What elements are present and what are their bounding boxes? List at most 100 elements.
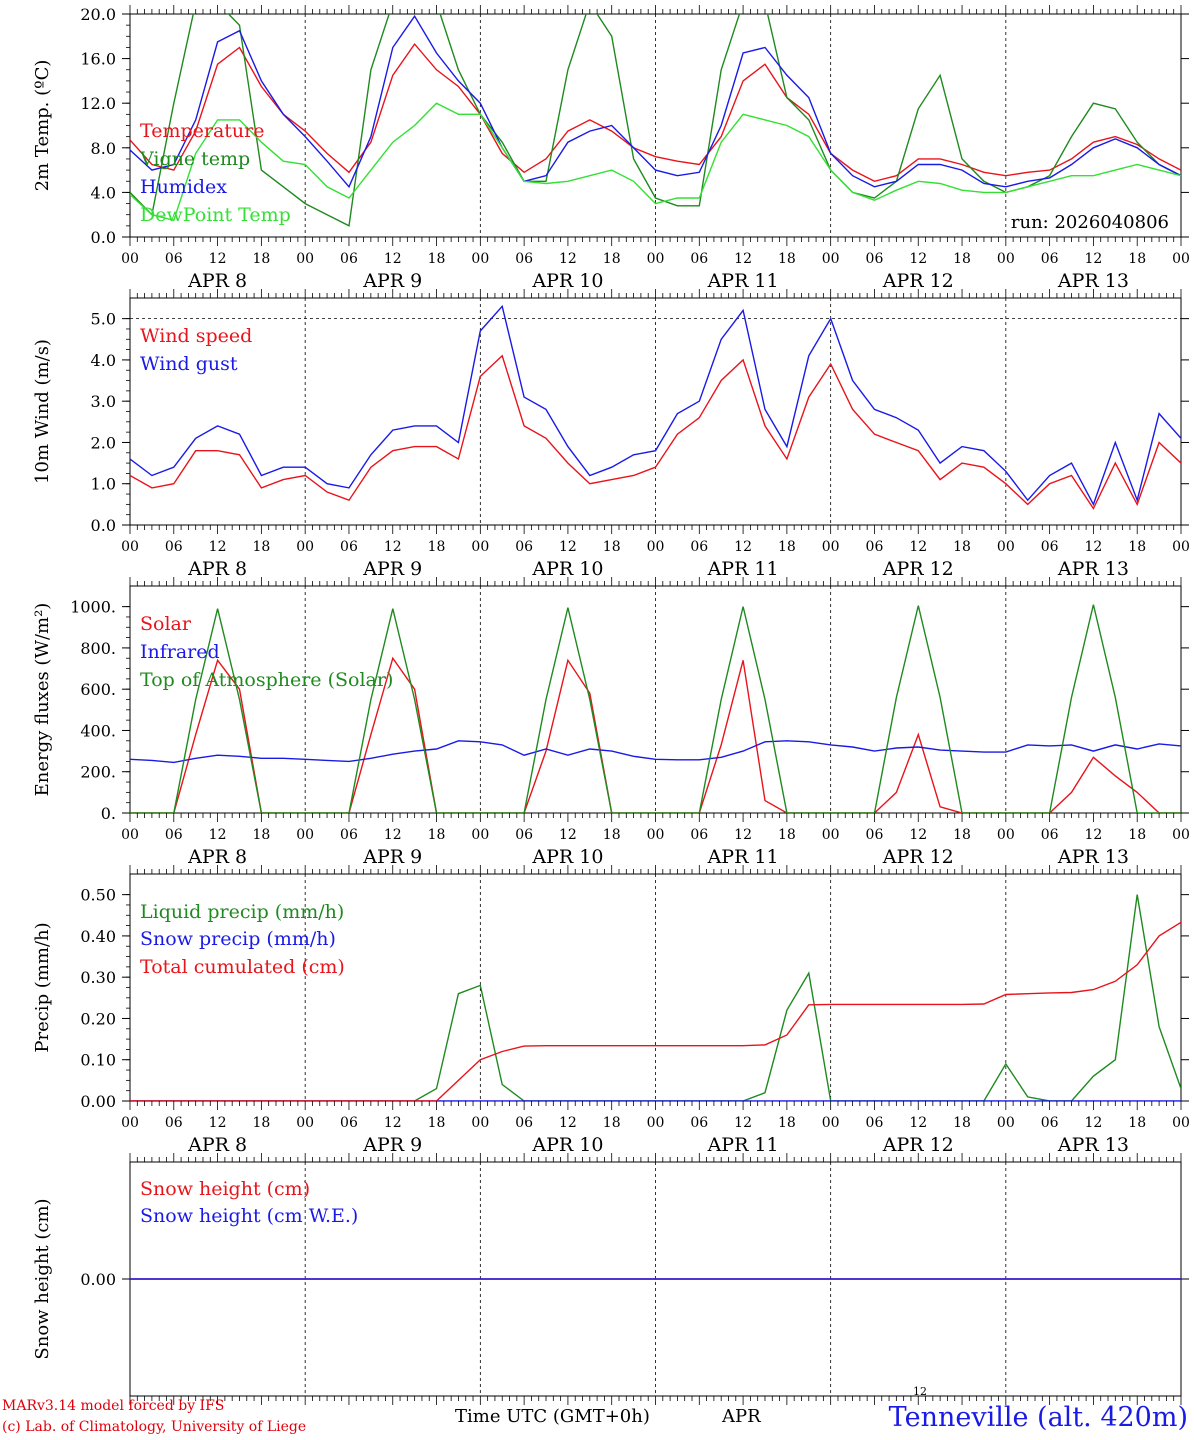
x-day-label: APR 11: [707, 270, 779, 292]
legend-entry: Vigne temp: [139, 148, 250, 170]
x-day-label: APR 11: [707, 1134, 779, 1156]
x-day-label: APR 12: [882, 1134, 954, 1156]
model-credit-line1: MARv3.14 model forced by IFS: [2, 1398, 225, 1414]
legend-entry: Snow height (cm): [140, 1178, 310, 1200]
x-hour-label: 18: [1128, 539, 1146, 555]
y-tick-label: 1000.: [70, 598, 116, 617]
series-line-temperature: [130, 42, 1181, 183]
y-tick-label: 600.: [80, 680, 116, 699]
x-hour-label: 12: [1085, 539, 1103, 555]
x-hour-label: 00: [121, 827, 139, 843]
x-day-label: APR 13: [1057, 846, 1129, 868]
legend-entry: Wind speed: [140, 325, 252, 347]
x-hour-label: 12: [734, 539, 752, 555]
x-hour-label: 00: [296, 1115, 314, 1131]
series-line-total-cumulated-cm-: [130, 921, 1181, 1101]
month-label: APR: [722, 1406, 761, 1427]
x-hour-label: 18: [428, 1115, 446, 1131]
model-credit: MARv3.14 model forced by IFS (c) Lab. of…: [2, 1396, 306, 1438]
x-hour-label: 18: [428, 251, 446, 267]
series-group: [130, 894, 1181, 1101]
x-hour-label: 12: [1085, 827, 1103, 843]
x-hour-label: 00: [296, 827, 314, 843]
series-line-vigne-temp: [130, 14, 1181, 227]
y-axis-label: Snow height (cm): [32, 1198, 53, 1359]
x-hour-label: 12: [1085, 251, 1103, 267]
series-line-infrared: [130, 740, 1181, 764]
x-hour-label: 12: [1085, 1115, 1103, 1131]
x-hour-label: 18: [603, 251, 621, 267]
x-hour-label: 06: [1041, 827, 1059, 843]
x-day-label: APR 10: [531, 270, 603, 292]
x-hour-label: 12: [734, 827, 752, 843]
x-day-label: APR 9: [362, 270, 422, 292]
x-hour-label: 00: [647, 1115, 665, 1131]
panel-3: 0. 200. 400. 600. 800. 1000. Energy fluxes (W/…: [32, 577, 1190, 868]
x-hour-label: 06: [690, 539, 708, 555]
series-group: [130, 304, 1181, 510]
x-hour-label: 00: [822, 1115, 840, 1131]
x-hour-label: 06: [866, 539, 884, 555]
x-day-label: APR 10: [531, 846, 603, 868]
y-axis-label: 2m Temp. (ºC): [32, 60, 53, 192]
x-hour-label: 12: [384, 539, 402, 555]
legend-entry: Liquid precip (mm/h): [140, 901, 344, 923]
x-hour-label: 06: [340, 539, 358, 555]
y-tick-label: 4.0: [91, 183, 116, 202]
x-hour-label: 12: [909, 251, 927, 267]
x-hour-label: 06: [1041, 539, 1059, 555]
x-hour-label: 00: [997, 251, 1015, 267]
x-hour-label: 06: [515, 827, 533, 843]
x-hour-label: 06: [866, 251, 884, 267]
x-day-label: APR 8: [187, 846, 247, 868]
x-hour-label: 06: [1041, 251, 1059, 267]
y-tick-label: 0.0: [91, 228, 116, 247]
x-hour-label: 18: [953, 251, 971, 267]
y-axis-label: Precip (mm/h): [32, 922, 53, 1052]
x-day-label: APR 10: [531, 1134, 603, 1156]
y-tick-label: 2.0: [91, 433, 116, 452]
x-hour-label: 00: [121, 251, 139, 267]
x-hour-label: 12: [559, 251, 577, 267]
series-line-dewpoint-temp: [130, 102, 1181, 222]
x-hour-label: 12: [734, 1115, 752, 1131]
y-tick-label: 200.: [80, 763, 116, 782]
x-day-label: APR 9: [362, 846, 422, 868]
x-hour-label: 12: [209, 1115, 227, 1131]
x-day-label: APR 13: [1057, 1134, 1129, 1156]
x-hour-label: 00: [1172, 827, 1190, 843]
series-line-wind-speed: [130, 354, 1181, 510]
y-tick-label: 8.0: [91, 139, 116, 158]
x-hour-label: 00: [997, 827, 1015, 843]
x-day-label: APR 11: [707, 846, 779, 868]
legend-entry: Top of Atmosphere (Solar): [140, 669, 393, 691]
x-hour-label: 00: [121, 539, 139, 555]
x-hour-label: 18: [252, 1115, 270, 1131]
y-tick-label: 0.30: [80, 968, 116, 987]
x-day-label: APR 13: [1057, 270, 1129, 292]
x-axis-label: Time UTC (GMT+0h): [455, 1406, 650, 1427]
x-day-label: APR 12: [882, 846, 954, 868]
panel-1: 0.0 4.0 8.0 12.0 16.0 20.0 2m Temp. (ºC) 00 06 12…: [32, 5, 1190, 292]
x-hour-label: 18: [252, 251, 270, 267]
panel-4: 0.00 0.10 0.20 0.30 0.40 0.50 Precip (mm/h) 00 0…: [32, 865, 1190, 1156]
x-hour-label: 06: [340, 251, 358, 267]
x-hour-label: 00: [997, 539, 1015, 555]
x-day-label: APR 10: [531, 558, 603, 580]
x-hour-label: 12: [734, 251, 752, 267]
x-hour-label: 00: [121, 1115, 139, 1131]
x-day-label: APR 8: [187, 558, 247, 580]
x-hour-label: 18: [603, 1115, 621, 1131]
x-hour-label: 12: [384, 1115, 402, 1131]
x-hour-label: 18: [953, 539, 971, 555]
x-hour-label: 06: [515, 1115, 533, 1131]
legend-entry: Infrared: [140, 641, 220, 663]
x-hour-label: 06: [165, 539, 183, 555]
x-hour-label: 18: [1128, 1115, 1146, 1131]
x-hour-label: 00: [647, 827, 665, 843]
x-hour-label: 06: [340, 1115, 358, 1131]
x-hour-label: 06: [690, 251, 708, 267]
x-hour-label: 18: [953, 827, 971, 843]
x-hour-label: 18: [778, 827, 796, 843]
